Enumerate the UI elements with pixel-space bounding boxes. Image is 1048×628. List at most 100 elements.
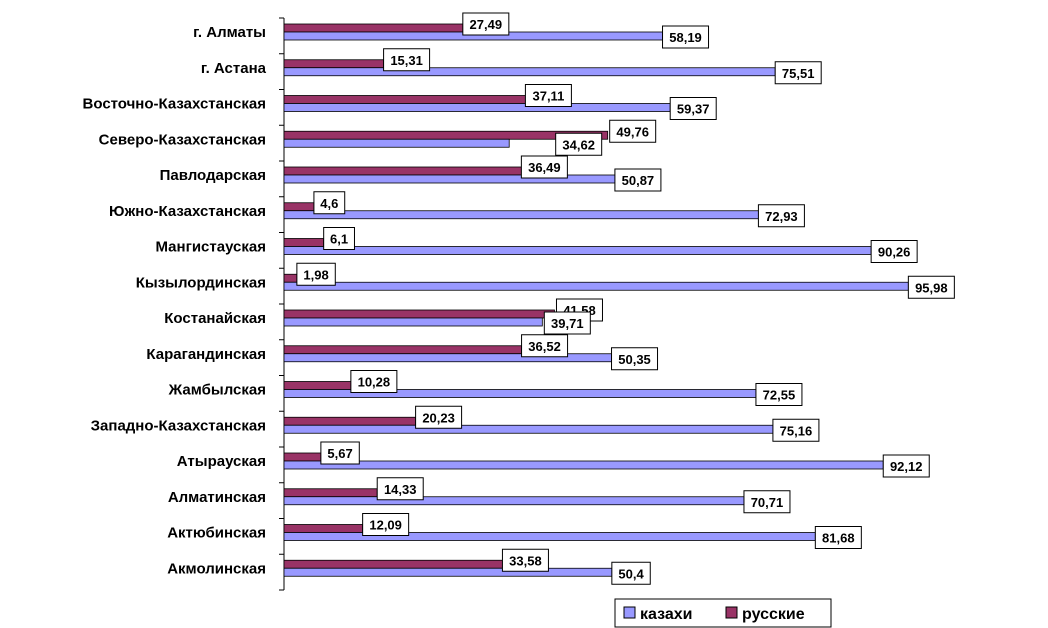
- data-label-text: 20,23: [422, 410, 455, 425]
- bar-kazakhs: [283, 496, 745, 506]
- bar-kazakhs: [283, 317, 543, 327]
- data-label-kazakhs: 75,51: [774, 61, 822, 85]
- data-label-text: 50,4: [618, 566, 644, 581]
- data-label-text: 37,11: [532, 89, 564, 104]
- data-label-russians: 10,28: [350, 370, 398, 393]
- legend: казахи русские: [614, 598, 832, 628]
- bar-russians: [283, 416, 416, 426]
- data-label-box: [383, 48, 431, 72]
- data-label-box: [662, 25, 710, 49]
- data-label-text: 50,35: [618, 352, 651, 367]
- data-label-text: 27,49: [470, 17, 503, 32]
- data-label-kazakhs: 59,37: [669, 97, 717, 120]
- bar-kazakhs: [283, 103, 671, 112]
- data-label-text: 12,09: [369, 518, 402, 533]
- data-label-kazakhs: 34,62: [555, 132, 603, 156]
- data-label-russians: 27,49: [462, 12, 510, 36]
- bar-russians: [283, 202, 315, 212]
- data-label-kazakhs: 58,19: [662, 25, 710, 49]
- data-label-box: [296, 262, 336, 286]
- bar-kazakhs: [283, 138, 510, 148]
- data-label-box: [772, 418, 820, 442]
- data-label-text: 15,31: [390, 53, 423, 68]
- category-label: Атырауская: [177, 453, 266, 470]
- category-label: Южно-Казахстанская: [109, 203, 266, 220]
- data-label-box: [313, 191, 346, 215]
- data-label-russians: 6,1: [323, 227, 355, 250]
- data-label-kazakhs: 75,16: [772, 418, 820, 442]
- data-label-text: 72,55: [763, 388, 796, 403]
- category-label: Жамбылская: [168, 382, 266, 399]
- data-label-box: [743, 490, 791, 514]
- data-label-russians: 12,09: [362, 513, 410, 536]
- legend-swatch-kazakhs: [623, 606, 636, 619]
- bar-kazakhs: [283, 246, 872, 255]
- data-label-russians: 20,23: [415, 405, 463, 429]
- data-label-russians: 5,67: [320, 441, 360, 465]
- data-label-box: [774, 61, 822, 85]
- data-label-text: 58,19: [669, 30, 702, 45]
- data-label-box: [614, 168, 662, 192]
- bar-russians: [283, 273, 298, 283]
- data-labels-layer: 27,49 58,19 15,31 75,51 37,11 59,37 49,76 34,62…: [296, 12, 955, 585]
- data-label-russians: 1,98: [296, 262, 336, 286]
- data-label-russians: 14,33: [376, 477, 424, 501]
- data-label-kazakhs: 92,12: [882, 454, 930, 478]
- data-label-box: [609, 119, 657, 143]
- legend-label-kazakhs: казахи: [640, 606, 692, 623]
- category-label: Павлодарская: [160, 167, 266, 184]
- legend-swatch-russians: [725, 606, 738, 619]
- bar-russians: [283, 309, 555, 319]
- data-label-box: [755, 383, 803, 406]
- data-label-kazakhs: 70,71: [743, 490, 791, 514]
- data-label-box: [669, 97, 717, 120]
- data-label-text: 95,98: [915, 280, 948, 295]
- bar-russians: [283, 23, 464, 33]
- data-label-text: 70,71: [751, 495, 784, 510]
- category-label: г. Алматы: [193, 24, 266, 41]
- data-label-text: 4,6: [320, 196, 338, 211]
- data-label-box: [415, 405, 463, 429]
- bar-kazakhs: [283, 567, 613, 577]
- data-label-russians: 49,76: [609, 119, 657, 143]
- category-label: Актюбинская: [167, 525, 266, 542]
- data-label-box: [882, 454, 930, 478]
- data-label-kazakhs: 50,35: [611, 347, 659, 371]
- data-label-box: [350, 370, 398, 393]
- legend-label-russians: русские: [742, 606, 805, 623]
- data-label-kazakhs: 95,98: [907, 275, 955, 299]
- data-label-box: [907, 275, 955, 299]
- bar-russians: [283, 95, 526, 104]
- data-label-text: 50,87: [622, 173, 655, 188]
- category-label: Алматинская: [168, 489, 266, 506]
- data-label-text: 72,93: [765, 209, 798, 224]
- bar-kazakhs: [283, 210, 759, 220]
- data-label-box: [524, 84, 572, 107]
- data-label-box: [362, 513, 410, 536]
- category-label: Кызылординская: [136, 274, 266, 291]
- category-label: Акмолинская: [167, 560, 266, 577]
- data-label-kazakhs: 72,93: [757, 204, 805, 228]
- data-label-russians: 15,31: [383, 48, 431, 72]
- data-label-box: [543, 311, 591, 335]
- data-label-russians: 33,58: [501, 548, 549, 572]
- data-label-text: 36,49: [528, 160, 561, 175]
- data-label-russians: 36,52: [521, 334, 569, 358]
- data-label-russians: 37,11: [524, 84, 572, 107]
- data-label-kazakhs: 90,26: [870, 240, 918, 263]
- data-label-box: [520, 155, 568, 179]
- category-labels-layer: г. Алматы г. Астана Восточно-Казахстанская…: [83, 24, 267, 577]
- data-label-text: 90,26: [878, 245, 911, 260]
- data-label-text: 75,51: [782, 66, 815, 81]
- bar-russians: [283, 452, 322, 462]
- category-label: Мангистауская: [156, 239, 267, 256]
- data-label-text: 81,68: [822, 531, 855, 546]
- category-label: Костанайская: [164, 310, 266, 327]
- category-label: Карагандинская: [146, 346, 266, 363]
- bar-russians: [283, 238, 325, 247]
- data-label-box: [870, 240, 918, 263]
- data-label-text: 49,76: [616, 124, 649, 139]
- bar-russians: [283, 559, 503, 569]
- data-label-text: 92,12: [890, 459, 923, 474]
